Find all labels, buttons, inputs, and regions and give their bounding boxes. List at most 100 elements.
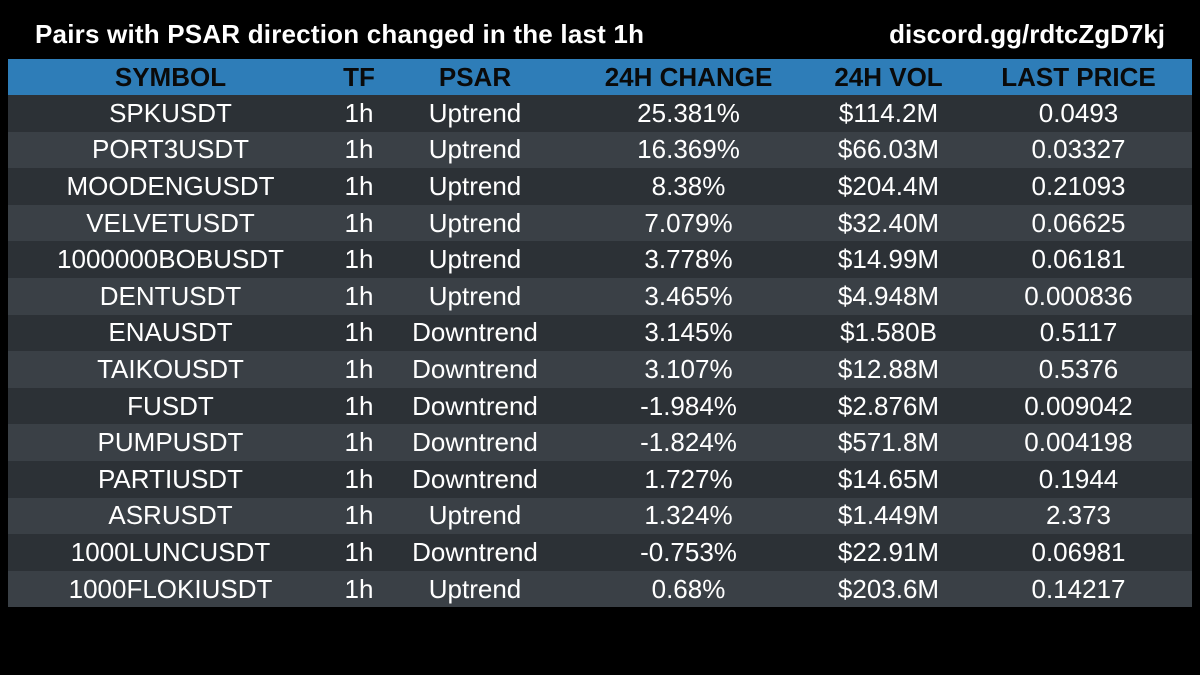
table-row: PARTIUSDT 1h Downtrend 1.727% $14.65M 0.1944 <box>8 460 1192 498</box>
tf-cell: 1h <box>333 277 385 315</box>
symbol-cell: 1000000BOBUSDT <box>8 241 333 278</box>
psar-cell: Uptrend <box>385 241 565 278</box>
change-cell: 3.107% <box>565 351 812 388</box>
psar-cell: Uptrend <box>385 131 565 169</box>
psar-cell: Uptrend <box>385 497 565 535</box>
volume-cell: $14.65M <box>812 460 965 498</box>
table-row: 1000LUNCUSDT 1h Downtrend -0.753% $22.91M 0.0… <box>8 534 1192 571</box>
volume-cell: $1.449M <box>812 497 965 535</box>
change-cell: 16.369% <box>565 131 812 169</box>
symbol-cell: ENAUSDT <box>8 314 333 352</box>
table-row: DENTUSDT 1h Uptrend 3.465% $4.948M 0.000836 <box>8 277 1192 315</box>
change-cell: -1.984% <box>565 387 812 425</box>
table-row: FUSDT 1h Downtrend -1.984% $2.876M 0.009042 <box>8 387 1192 425</box>
table-row: PUMPUSDT 1h Downtrend -1.824% $571.8M 0.00419… <box>8 424 1192 461</box>
psar-table-container: SYMBOL TF PSAR 24H CHANGE 24H VOL LAST P… <box>8 59 1192 608</box>
table-row: MOODENGUSDT 1h Uptrend 8.38% $204.4M 0.21093 <box>8 168 1192 205</box>
symbol-cell: SPKUSDT <box>8 95 333 132</box>
tf-cell: 1h <box>333 424 385 461</box>
volume-cell: $14.99M <box>812 241 965 278</box>
change-cell: 3.145% <box>565 314 812 352</box>
table-row: VELVETUSDT 1h Uptrend 7.079% $32.40M 0.06625 <box>8 204 1192 242</box>
psar-cell: Uptrend <box>385 204 565 242</box>
change-cell: 1.324% <box>565 497 812 535</box>
symbol-cell: FUSDT <box>8 387 333 425</box>
table-body: SPKUSDT 1h Uptrend 25.381% $114.2M 0.0493 PORT… <box>8 95 1192 608</box>
change-cell: -1.824% <box>565 424 812 461</box>
page-title: Pairs with PSAR direction changed in the… <box>35 18 645 49</box>
tf-cell: 1h <box>333 460 385 498</box>
volume-cell: $204.4M <box>812 168 965 205</box>
volume-cell: $66.03M <box>812 131 965 169</box>
symbol-cell: PORT3USDT <box>8 131 333 169</box>
tf-cell: 1h <box>333 204 385 242</box>
tf-cell: 1h <box>333 95 385 132</box>
tf-cell: 1h <box>333 534 385 571</box>
price-cell: 2.373 <box>965 497 1192 535</box>
symbol-cell: 1000LUNCUSDT <box>8 534 333 571</box>
volume-cell: $571.8M <box>812 424 965 461</box>
volume-cell: $2.876M <box>812 387 965 425</box>
psar-cell: Uptrend <box>385 95 565 132</box>
symbol-cell: MOODENGUSDT <box>8 168 333 205</box>
psar-cell: Uptrend <box>385 168 565 205</box>
price-cell: 0.06181 <box>965 241 1192 278</box>
volume-cell: $12.88M <box>812 351 965 388</box>
price-cell: 0.009042 <box>965 387 1192 425</box>
column-header-last-price: LAST PRICE <box>965 59 1192 95</box>
change-cell: -0.753% <box>565 534 812 571</box>
volume-cell: $4.948M <box>812 277 965 315</box>
symbol-cell: ASRUSDT <box>8 497 333 535</box>
psar-cell: Downtrend <box>385 424 565 461</box>
price-cell: 0.5376 <box>965 351 1192 388</box>
price-cell: 0.06625 <box>965 204 1192 242</box>
column-header-psar: PSAR <box>385 59 565 95</box>
column-header-symbol: SYMBOL <box>8 59 333 95</box>
table-row: SPKUSDT 1h Uptrend 25.381% $114.2M 0.0493 <box>8 95 1192 132</box>
psar-cell: Uptrend <box>385 570 565 608</box>
price-cell: 0.06981 <box>965 534 1192 571</box>
price-cell: 0.004198 <box>965 424 1192 461</box>
volume-cell: $1.580B <box>812 314 965 352</box>
symbol-cell: VELVETUSDT <box>8 204 333 242</box>
table-row: 1000000BOBUSDT 1h Uptrend 3.778% $14.99M 0.06… <box>8 241 1192 278</box>
change-cell: 1.727% <box>565 460 812 498</box>
table-row: 1000FLOKIUSDT 1h Uptrend 0.68% $203.6M 0.1421… <box>8 570 1192 608</box>
change-cell: 3.778% <box>565 241 812 278</box>
psar-cell: Downtrend <box>385 534 565 571</box>
column-header-24h-vol: 24H VOL <box>812 59 965 95</box>
psar-cell: Downtrend <box>385 351 565 388</box>
symbol-cell: 1000FLOKIUSDT <box>8 570 333 608</box>
change-cell: 25.381% <box>565 95 812 132</box>
price-cell: 0.1944 <box>965 460 1192 498</box>
price-cell: 0.000836 <box>965 277 1192 315</box>
column-header-24h-change: 24H CHANGE <box>565 59 812 95</box>
change-cell: 8.38% <box>565 168 812 205</box>
psar-cell: Downtrend <box>385 314 565 352</box>
psar-cell: Uptrend <box>385 277 565 315</box>
column-header-tf: TF <box>333 59 385 95</box>
volume-cell: $203.6M <box>812 570 965 608</box>
tf-cell: 1h <box>333 570 385 608</box>
psar-cell: Downtrend <box>385 387 565 425</box>
tf-cell: 1h <box>333 497 385 535</box>
price-cell: 0.03327 <box>965 131 1192 169</box>
price-cell: 0.21093 <box>965 168 1192 205</box>
tf-cell: 1h <box>333 314 385 352</box>
table-header-row: SYMBOL TF PSAR 24H CHANGE 24H VOL LAST P… <box>8 59 1192 95</box>
table-row: TAIKOUSDT 1h Downtrend 3.107% $12.88M 0.5376 <box>8 351 1192 388</box>
price-cell: 0.5117 <box>965 314 1192 352</box>
psar-cell: Downtrend <box>385 460 565 498</box>
volume-cell: $32.40M <box>812 204 965 242</box>
symbol-cell: PUMPUSDT <box>8 424 333 461</box>
tf-cell: 1h <box>333 168 385 205</box>
price-cell: 0.0493 <box>965 95 1192 132</box>
tf-cell: 1h <box>333 387 385 425</box>
change-cell: 0.68% <box>565 570 812 608</box>
discord-invite-link: discord.gg/rdtcZgD7kj <box>889 18 1165 49</box>
tf-cell: 1h <box>333 351 385 388</box>
tf-cell: 1h <box>333 241 385 278</box>
change-cell: 7.079% <box>565 204 812 242</box>
page-header: Pairs with PSAR direction changed in the… <box>35 16 1165 52</box>
volume-cell: $22.91M <box>812 534 965 571</box>
